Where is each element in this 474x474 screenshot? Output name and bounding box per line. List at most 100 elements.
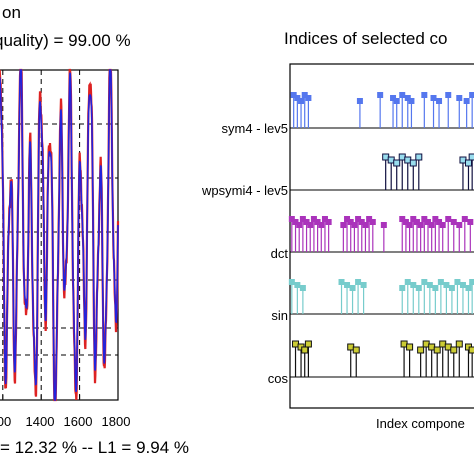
stem-marker-2-3 bbox=[299, 216, 306, 222]
right-chart-title: Indices of selected co bbox=[284, 29, 448, 48]
x-tick-1200: 00 bbox=[0, 414, 12, 429]
stem-marker-2-26 bbox=[417, 222, 424, 228]
stem-marker-2-23 bbox=[406, 222, 413, 228]
stem-marker-0-2 bbox=[298, 98, 305, 104]
x-tick-1400: 1400 bbox=[25, 414, 55, 429]
stem-marker-2-37 bbox=[467, 219, 474, 225]
stem-marker-2-18 bbox=[366, 216, 373, 222]
stem-marker-4-14 bbox=[450, 346, 458, 354]
stem-marker-4-15 bbox=[455, 340, 463, 348]
stem-marker-4-5 bbox=[352, 346, 360, 354]
stem-marker-1-9 bbox=[468, 153, 474, 161]
stem-marker-1-5 bbox=[409, 159, 417, 167]
stem-marker-2-6 bbox=[310, 216, 317, 222]
stem-marker-3-20 bbox=[465, 285, 472, 291]
stem-marker-2-13 bbox=[347, 219, 354, 225]
stem-marker-2-29 bbox=[428, 222, 435, 228]
stem-marker-3-0 bbox=[288, 279, 295, 285]
stem-marker-2-25 bbox=[413, 219, 420, 225]
stem-marker-0-10 bbox=[404, 95, 411, 101]
row-label-cos: cos bbox=[267, 371, 288, 386]
stem-marker-3-19 bbox=[459, 282, 466, 288]
stem-marker-2-10 bbox=[325, 219, 332, 225]
stem-marker-2-30 bbox=[432, 216, 439, 222]
stem-marker-0-17 bbox=[463, 98, 470, 104]
stem-marker-3-5 bbox=[349, 285, 356, 291]
stem-marker-2-4 bbox=[303, 219, 310, 225]
stem-marker-0-16 bbox=[456, 95, 463, 101]
stem-marker-2-21 bbox=[399, 216, 406, 222]
stem-marker-2-35 bbox=[456, 222, 463, 228]
stem-marker-1-2 bbox=[393, 159, 401, 167]
stem-marker-2-22 bbox=[402, 219, 409, 225]
left-chart-footer: = 12.32 % -- L1 = 9.94 % bbox=[0, 438, 190, 457]
stem-marker-4-8 bbox=[417, 346, 425, 354]
stem-marker-3-18 bbox=[454, 279, 461, 285]
stem-marker-3-6 bbox=[355, 279, 362, 285]
row-label-sym4: sym4 - lev5 bbox=[221, 121, 288, 136]
stem-marker-3-1 bbox=[294, 282, 301, 288]
stem-marker-2-31 bbox=[436, 219, 443, 225]
stem-marker-1-6 bbox=[415, 153, 423, 161]
stem-marker-2-8 bbox=[318, 222, 325, 228]
stem-marker-3-7 bbox=[360, 282, 367, 288]
stem-marker-3-2 bbox=[299, 285, 306, 291]
stem-marker-0-14 bbox=[436, 98, 443, 104]
stem-marker-2-20 bbox=[380, 222, 387, 228]
stem-marker-3-12 bbox=[421, 279, 428, 285]
row-label-wpsym4: wpsymi4 - lev5 bbox=[202, 183, 288, 198]
stem-marker-2-33 bbox=[445, 216, 452, 222]
x-tick-1800: 1800 bbox=[101, 414, 131, 429]
stem-marker-3-17 bbox=[448, 285, 455, 291]
stem-marker-4-7 bbox=[406, 343, 414, 351]
stem-marker-2-2 bbox=[296, 222, 303, 228]
stem-marker-3-10 bbox=[410, 282, 417, 288]
stem-marker-3-9 bbox=[404, 279, 411, 285]
stem-marker-2-0 bbox=[288, 216, 295, 222]
stem-marker-0-3 bbox=[301, 92, 308, 98]
x-tick-1600: 1600 bbox=[63, 414, 93, 429]
left-chart-title-line2: quality) = 99.00 % bbox=[0, 31, 131, 50]
stem-marker-0-1 bbox=[294, 95, 301, 101]
stem-marker-3-3 bbox=[338, 279, 345, 285]
stem-marker-4-11 bbox=[433, 346, 441, 354]
stem-marker-3-4 bbox=[344, 282, 351, 288]
stem-marker-3-16 bbox=[443, 282, 450, 288]
left-chart-title-line1: on bbox=[2, 3, 21, 22]
stem-marker-0-12 bbox=[421, 92, 428, 98]
stem-marker-2-14 bbox=[351, 222, 358, 228]
stem-marker-3-14 bbox=[432, 285, 439, 291]
right-chart-xlabel: Index compone bbox=[376, 416, 465, 431]
stem-marker-0-13 bbox=[430, 95, 437, 101]
stem-marker-2-1 bbox=[292, 219, 299, 225]
series-line-approx bbox=[0, 69, 119, 401]
stem-marker-4-3 bbox=[304, 340, 312, 348]
stem-marker-2-32 bbox=[439, 222, 446, 228]
stem-marker-4-2 bbox=[301, 346, 309, 354]
stem-marker-0-8 bbox=[393, 98, 400, 104]
stem-marker-3-21 bbox=[469, 279, 474, 285]
stem-marker-3-8 bbox=[399, 285, 406, 291]
stem-marker-0-5 bbox=[356, 98, 363, 104]
stem-marker-0-11 bbox=[408, 98, 415, 104]
stem-marker-2-27 bbox=[421, 216, 428, 222]
stem-marker-0-6 bbox=[377, 92, 384, 98]
stem-marker-0-15 bbox=[445, 92, 452, 98]
stem-marker-0-9 bbox=[399, 92, 406, 98]
stem-marker-0-7 bbox=[390, 95, 397, 101]
right-plot-frame bbox=[289, 63, 474, 409]
row-label-dct: dct bbox=[270, 246, 288, 261]
stem-marker-1-8 bbox=[464, 159, 472, 167]
stem-marker-2-19 bbox=[369, 219, 376, 225]
stem-marker-0-0 bbox=[290, 92, 297, 98]
stem-marker-2-9 bbox=[321, 216, 328, 222]
row-label-sin: sin bbox=[271, 308, 288, 323]
stem-marker-2-5 bbox=[307, 222, 314, 228]
stem-marker-2-28 bbox=[425, 219, 431, 225]
stem-marker-3-11 bbox=[415, 285, 422, 291]
stem-marker-0-4 bbox=[305, 95, 312, 101]
stem-marker-2-12 bbox=[344, 216, 351, 222]
stem-marker-2-24 bbox=[410, 216, 417, 222]
stem-marker-3-13 bbox=[426, 282, 433, 288]
